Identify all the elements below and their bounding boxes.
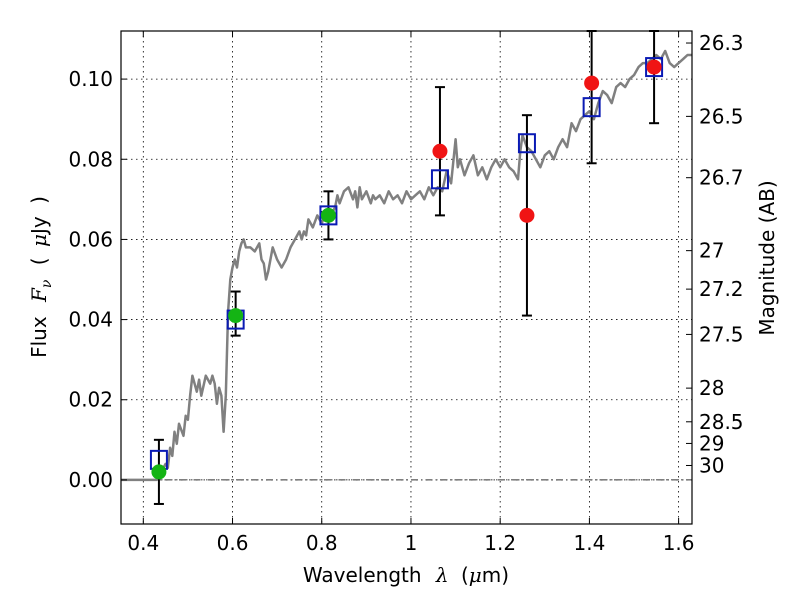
mag-tick-label: 26.5	[699, 104, 744, 128]
model-box	[319, 205, 338, 226]
y2-axis-label: Magnitude (AB)	[755, 180, 779, 335]
photometry-point-green	[151, 464, 167, 480]
photometry-point-red	[584, 75, 600, 91]
x-tick-label: 1	[405, 531, 418, 555]
y-tick-label: 0.06	[68, 227, 113, 251]
x-tick-label: 0.8	[306, 531, 338, 555]
x-tick-label: 1.6	[663, 531, 695, 555]
x-tick-label: 1.4	[573, 531, 605, 555]
mag-tick-label: 26.3	[699, 31, 744, 55]
model-box	[582, 97, 601, 118]
mag-tick-label: 28	[699, 376, 724, 400]
x-tick-label: 0.6	[217, 531, 249, 555]
mag-tick-label: 27.5	[699, 322, 744, 346]
model-box	[517, 133, 536, 154]
mag-tick-label: 27	[699, 239, 724, 263]
plot-content	[121, 30, 692, 505]
photometry-point-red	[646, 59, 662, 75]
y-tick-label: 0.10	[68, 67, 113, 91]
photometry-point-red	[432, 143, 448, 159]
x-ticks: 0.4 0.6 0.8 1 1.2 1.4 1.6	[127, 31, 695, 555]
photometry-point-red	[519, 207, 535, 223]
mag-tick-label: 28.5	[699, 410, 744, 434]
y-tick-label: 0.04	[68, 308, 113, 332]
axes-frame	[120, 30, 693, 525]
photometry-point-green	[320, 207, 336, 223]
model-boxes	[149, 57, 664, 470]
mag-tick-label: 30	[699, 453, 724, 477]
x-tick-label: 1.2	[484, 531, 516, 555]
mag-tick-label: 26.7	[699, 166, 744, 190]
model-box	[645, 57, 664, 78]
photometry-points	[151, 59, 662, 480]
mag-tick-label: 29	[699, 431, 724, 455]
mag-tick-label: 27.2	[699, 277, 744, 301]
x-tick-label: 0.4	[127, 531, 159, 555]
model-box	[430, 169, 449, 190]
y-tick-label: 0.02	[68, 388, 113, 412]
y-tick-label: 0.00	[68, 468, 113, 492]
photometry-point-green	[228, 308, 244, 324]
y-ticks: 0.00 0.02 0.04 0.06 0.08 0.10	[68, 67, 127, 492]
y-axis-label: Flux Fν ( μJy )	[27, 196, 56, 358]
y-tick-label: 0.08	[68, 147, 113, 171]
x-axis-label: Wavelength λ (μm)	[303, 563, 509, 587]
